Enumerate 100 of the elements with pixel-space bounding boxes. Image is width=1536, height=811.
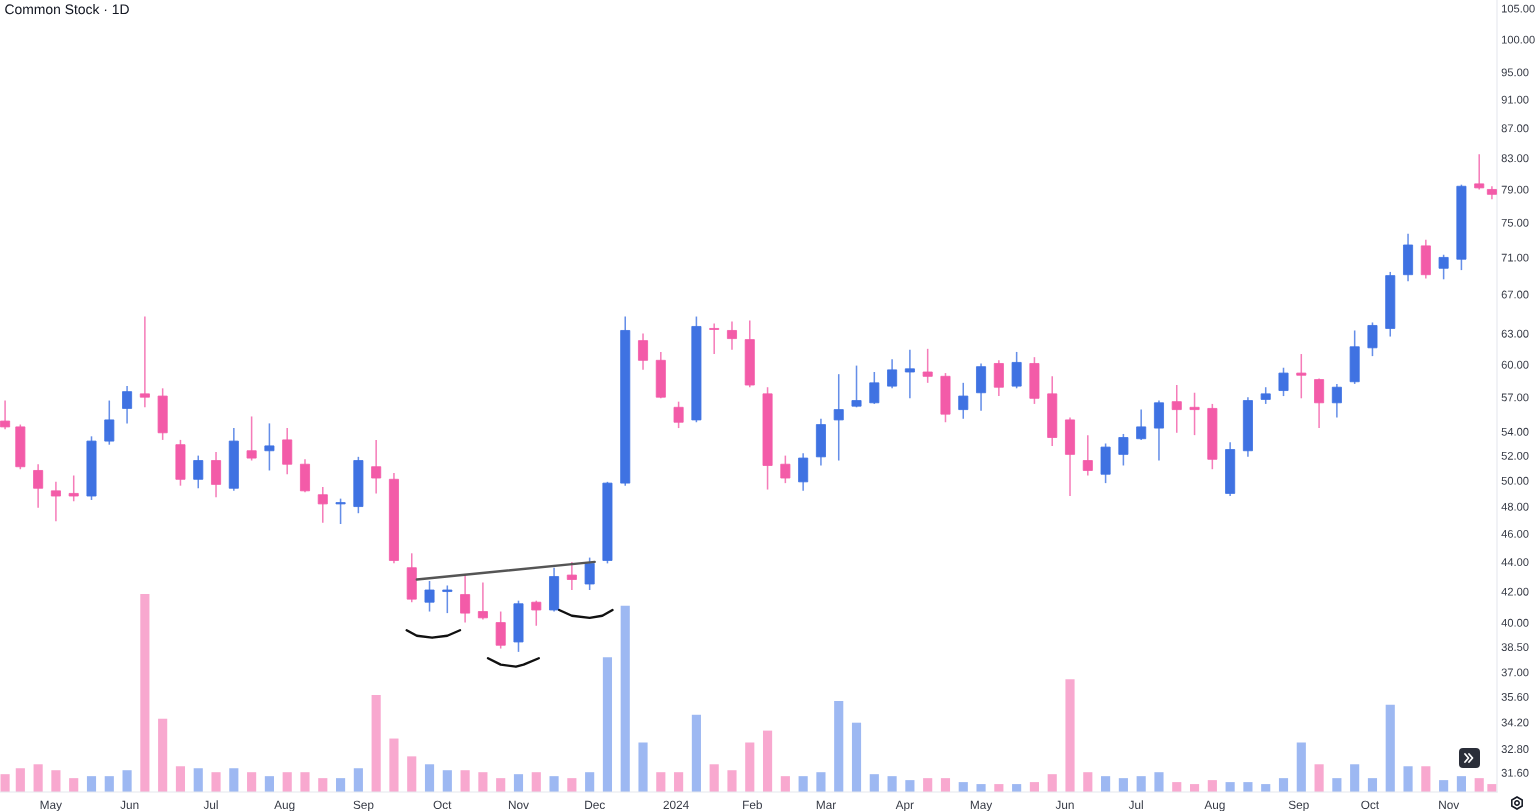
y-tick-label: 31.60: [1501, 768, 1529, 777]
candlestick: [104, 399, 115, 446]
bar: [51, 770, 61, 792]
y-tick-label: 54.00: [1501, 427, 1529, 436]
bar: [424, 764, 435, 792]
bar: [656, 772, 666, 792]
bar: [1083, 772, 1093, 792]
x-tick-label: Jul: [203, 800, 218, 809]
candlestick: [335, 497, 346, 525]
bar: [460, 770, 470, 792]
bar: [247, 772, 257, 792]
bar: [1350, 764, 1360, 792]
y-tick-label: 91.00: [1501, 95, 1529, 104]
x-tick-label: May: [970, 800, 993, 811]
bar: [282, 772, 292, 792]
x-tick-label: Jun: [1055, 800, 1074, 809]
candlestick: [424, 580, 435, 613]
bar: [122, 770, 132, 792]
x-tick-label: Jun: [120, 800, 139, 809]
bar: [869, 774, 879, 792]
candlestick: [371, 439, 382, 495]
y-tick-label: 75.00: [1501, 218, 1529, 227]
bar: [1207, 780, 1217, 792]
candlestick: [798, 452, 809, 492]
bar: [104, 776, 114, 792]
candlestick: [442, 584, 453, 614]
candlestick: [1278, 366, 1289, 397]
bar: [1136, 776, 1146, 792]
bar: [1421, 766, 1431, 792]
candlestick: [0, 399, 11, 431]
bar: [923, 778, 933, 792]
bar: [0, 774, 10, 792]
bar: [691, 714, 701, 792]
bar: [745, 742, 755, 792]
bar: [69, 778, 79, 792]
y-tick-label: 46.00: [1501, 529, 1529, 538]
y-tick-label: 87.00: [1501, 124, 1529, 133]
bar: [15, 768, 25, 792]
bar: [1385, 704, 1395, 792]
chart-title: Common Stock · 1D: [5, 4, 129, 15]
candlestick: [1296, 353, 1307, 400]
candlestick: [851, 364, 862, 409]
bar: [531, 772, 541, 792]
bar: [513, 774, 524, 792]
bar: [336, 778, 346, 792]
bar: [442, 770, 452, 792]
y-tick-label: 83.00: [1501, 154, 1529, 163]
y-tick-label: 44.00: [1501, 558, 1529, 567]
candlestick: [50, 481, 61, 523]
bar: [762, 730, 773, 792]
candlestick: [1082, 434, 1093, 477]
x-tick-label: Aug: [274, 800, 295, 811]
candlestick: [922, 348, 933, 384]
bar: [887, 776, 897, 792]
bar: [407, 756, 417, 792]
y-tick-label: 95.00: [1501, 68, 1529, 77]
y-tick-label: 40.00: [1501, 618, 1529, 627]
bar: [264, 776, 274, 792]
x-tick-label: Apr: [895, 800, 914, 811]
bar: [1332, 778, 1342, 792]
bar: [638, 742, 648, 792]
x-tick-label: Sep: [1288, 800, 1309, 811]
candlestick: [531, 599, 542, 627]
candlestick: [211, 451, 222, 499]
candlestick: [584, 556, 595, 591]
candlestick: [993, 359, 1004, 397]
bar: [1474, 778, 1484, 792]
bar: [1278, 778, 1289, 792]
bar: [1456, 776, 1466, 792]
x-tick-label: Aug: [1204, 800, 1225, 811]
x-tick-label: Oct: [1361, 800, 1380, 809]
bar: [567, 778, 577, 792]
bar: [318, 778, 328, 792]
bar: [709, 764, 719, 792]
candlestick: [833, 373, 844, 462]
bar: [674, 772, 684, 792]
bar: [976, 784, 986, 792]
y-tick-label: 67.00: [1501, 290, 1529, 299]
candlestick: [122, 385, 133, 425]
candlestick: [1011, 351, 1022, 390]
bar: [620, 605, 630, 792]
candlestick: [904, 349, 915, 400]
bar: [816, 772, 826, 792]
bar: [229, 768, 239, 792]
x-tick-label: Nov: [1439, 800, 1460, 809]
y-tick-label: 34.20: [1501, 718, 1529, 727]
y-tick-label: 100.00: [1502, 35, 1535, 44]
candlestick: [68, 474, 79, 503]
x-tick-label: Dec: [585, 800, 605, 809]
bar: [905, 780, 915, 792]
y-tick-label: 48.00: [1501, 502, 1529, 511]
bar: [389, 738, 399, 792]
bar: [1154, 772, 1164, 792]
x-tick-label: Mar: [816, 800, 836, 809]
candlestick: [709, 322, 720, 355]
candlestick: [460, 574, 471, 624]
bar: [602, 657, 613, 792]
bar: [211, 772, 221, 792]
candlestick: [193, 454, 204, 490]
y-tick-label: 37.00: [1501, 668, 1529, 677]
